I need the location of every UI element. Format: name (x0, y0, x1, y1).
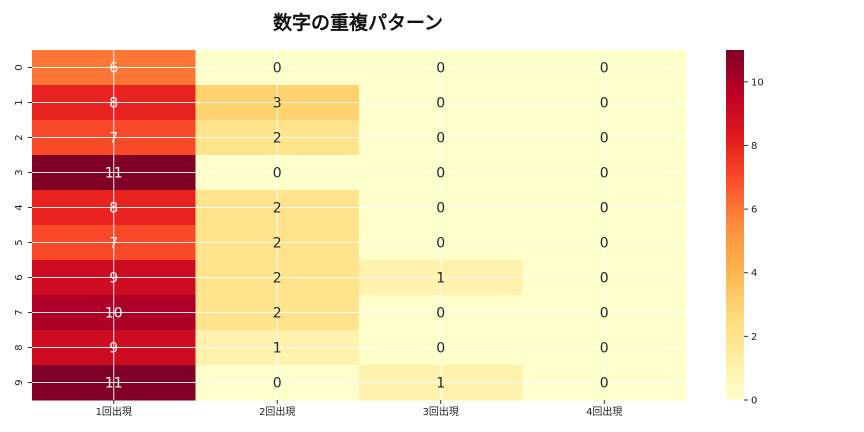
cell-value-label: 0 (436, 61, 445, 77)
y-tick-label: 7 (14, 309, 25, 315)
y-tick-label: 6 (14, 274, 25, 280)
cell-value-label: 9 (109, 341, 118, 357)
cell-value-label: 0 (600, 306, 609, 322)
cell-value-label: 0 (436, 131, 445, 147)
cell-value-label: 10 (105, 306, 123, 322)
colorbar: 0 2 4 6 8 10 (726, 50, 764, 407)
x-axis-ticks: 1回出現 2回出現 3回出現 4回出現 (96, 400, 622, 418)
cell-value-label: 0 (273, 376, 282, 392)
cell-value-label: 9 (109, 271, 118, 287)
cell-value-label: 0 (436, 166, 445, 182)
cell-value-label: 0 (600, 131, 609, 147)
y-axis-ticks: 0 1 2 3 4 5 6 7 8 9 (14, 64, 32, 386)
cell-value-label: 2 (273, 271, 282, 287)
colorbar-tick-label: 10 (751, 77, 764, 88)
colorbar-gradient (726, 50, 744, 400)
y-tick-label: 0 (14, 64, 25, 70)
y-tick-label: 4 (14, 204, 25, 210)
cell-value-label: 0 (600, 341, 609, 357)
x-tick-label: 4回出現 (586, 405, 622, 418)
cell-value-label: 0 (436, 96, 445, 112)
cell-value-label: 0 (436, 306, 445, 322)
cell-value-label: 0 (273, 61, 282, 77)
cell-value-label: 0 (600, 236, 609, 252)
cell-value-label: 7 (109, 131, 118, 147)
chart-title: 数字の重複パターン (273, 11, 443, 34)
cell-value-label: 0 (273, 166, 282, 182)
cell-value-label: 11 (105, 376, 123, 392)
colorbar-tick-label: 0 (751, 396, 757, 407)
cell-labels: 6 0 0 08 3 0 07 2 0 011 0 0 08 2 0 07 2 0 09 2 1 010 2 0 09 1 0 011… (105, 61, 609, 392)
x-tick-label: 3回出現 (423, 405, 459, 418)
cell-value-label: 0 (600, 61, 609, 77)
x-tick-label: 1回出現 (96, 405, 132, 418)
y-tick-label: 2 (14, 134, 25, 140)
grid-lines (32, 50, 686, 400)
cell-value-label: 7 (109, 236, 118, 252)
cell-value-label: 3 (273, 96, 282, 112)
cell-value-label: 8 (109, 201, 118, 217)
cell-value-label: 1 (436, 376, 445, 392)
cell-value-label: 1 (436, 271, 445, 287)
colorbar-tick-label: 2 (751, 332, 757, 343)
cell-value-label: 0 (600, 376, 609, 392)
cell-value-label: 0 (600, 271, 609, 287)
y-tick-label: 3 (14, 169, 25, 175)
cell-value-label: 2 (273, 201, 282, 217)
y-tick-label: 1 (14, 99, 25, 105)
y-tick-label: 5 (14, 239, 25, 245)
cell-value-label: 0 (436, 201, 445, 217)
y-tick-label: 8 (14, 344, 25, 350)
cell-value-label: 0 (600, 166, 609, 182)
cell-value-label: 8 (109, 96, 118, 112)
colorbar-tick-label: 4 (751, 268, 757, 279)
colorbar-tick-label: 8 (751, 141, 757, 152)
cell-value-label: 2 (273, 131, 282, 147)
y-tick-label: 9 (14, 379, 25, 385)
cell-value-label: 0 (436, 236, 445, 252)
x-tick-label: 2回出現 (259, 405, 295, 418)
cell-value-label: 2 (273, 306, 282, 322)
cell-value-label: 6 (109, 61, 118, 77)
cell-value-label: 0 (600, 201, 609, 217)
cell-value-label: 2 (273, 236, 282, 252)
cell-value-label: 0 (600, 96, 609, 112)
cell-value-label: 0 (436, 341, 445, 357)
colorbar-tick-label: 6 (751, 205, 757, 216)
cell-value-label: 1 (273, 341, 282, 357)
cell-value-label: 11 (105, 166, 123, 182)
